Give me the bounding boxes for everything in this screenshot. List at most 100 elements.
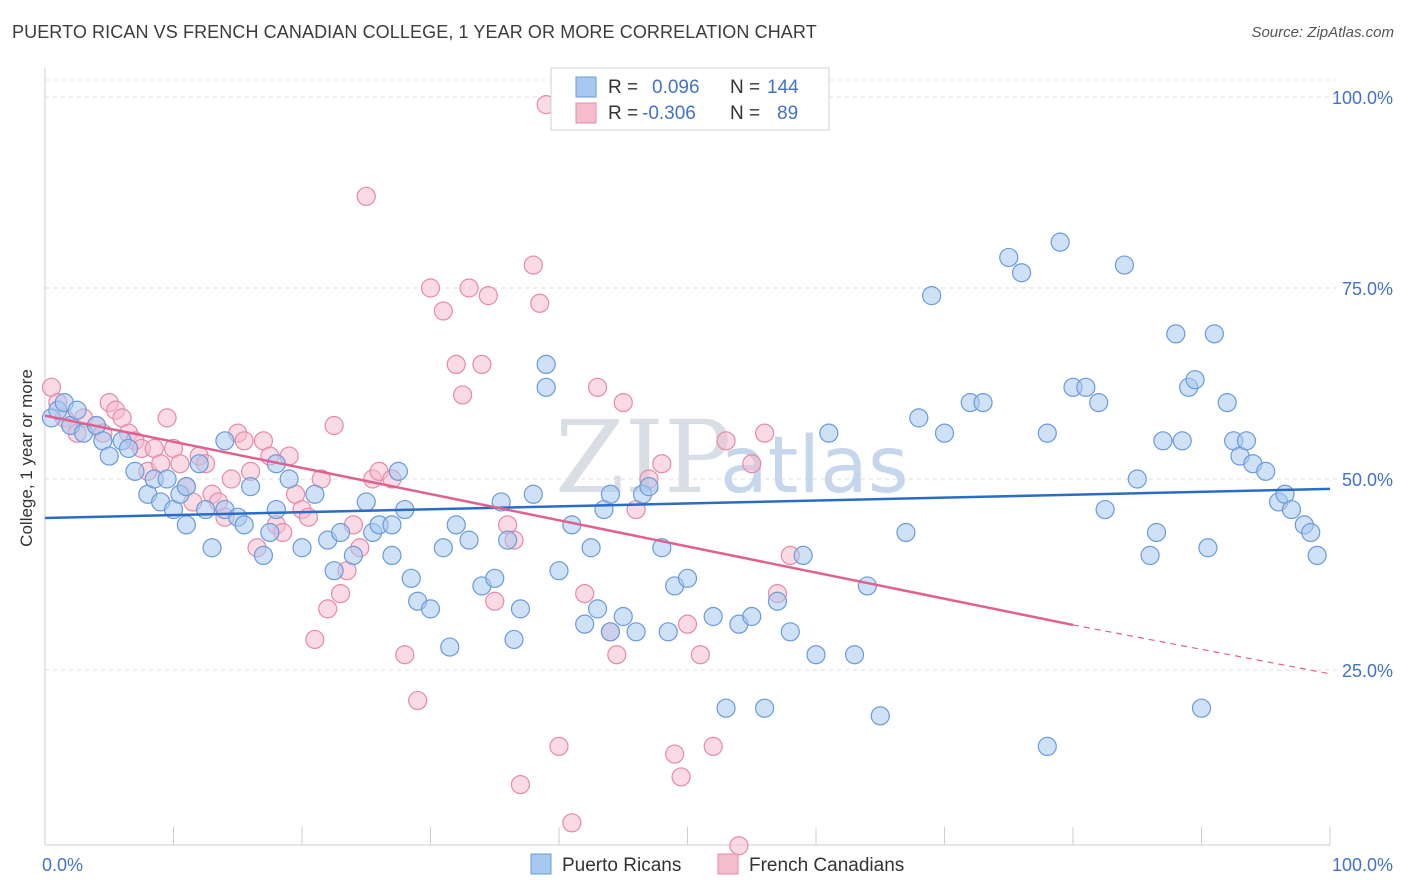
trend-puerto-ricans [44, 487, 1331, 520]
puerto-ricans-point-93 [1037, 736, 1057, 757]
french-canadians-point-78 [665, 744, 685, 764]
puerto-ricans-point-100 [1114, 255, 1135, 275]
french-canadians-point-86 [754, 423, 775, 443]
puerto-ricans-point-63 [600, 622, 621, 642]
puerto-ricans-point-95 [1050, 232, 1070, 252]
french-canadians-point-61 [485, 591, 505, 611]
french-canadians-point-73 [607, 645, 627, 665]
french-canadians-point-85 [742, 454, 762, 474]
puerto-ricans-point-26 [253, 545, 274, 566]
y-tick-labels: 100.0% 75.0% 50.0% 25.0% [1332, 88, 1393, 681]
legend-swatch-french-canadians [575, 102, 597, 124]
french-canadians-point-40 [305, 629, 325, 650]
french-canadians-point-66 [530, 293, 550, 313]
puerto-ricans-point-105 [1166, 324, 1186, 344]
trend-lines [44, 414, 1331, 675]
y-axis-label: College, 1 year or more [17, 369, 36, 547]
french-canadians-point-29 [234, 431, 254, 451]
trend-french-canadians-extrapolated [1072, 624, 1331, 675]
french-canadians-point-81 [690, 645, 710, 665]
puerto-ricans-point-40 [388, 461, 408, 481]
puerto-ricans-point-11 [125, 461, 145, 481]
puerto-ricans-point-47 [446, 515, 466, 535]
french-canadians-point-71 [587, 377, 608, 397]
legend-swatch-puerto-ricans [575, 76, 597, 98]
puerto-ricans-point-50 [485, 568, 505, 588]
puerto-ricans-point-79 [793, 545, 813, 566]
french-canadians-point-70 [575, 583, 595, 604]
puerto-ricans-point-60 [581, 538, 601, 558]
puerto-ricans-point-33 [324, 561, 344, 581]
puerto-ricans-point-44 [420, 599, 441, 619]
y-tick-label-75: 75.0% [1342, 279, 1393, 299]
puerto-ricans-point-120 [1281, 499, 1302, 520]
puerto-ricans-point-45 [433, 538, 453, 558]
x-tick-labels: 0.0% 100.0% [42, 855, 1393, 875]
puerto-ricans-point-106 [1172, 431, 1192, 451]
y-tick-label-100: 100.0% [1332, 88, 1393, 108]
puerto-ricans-point-129 [382, 515, 402, 535]
puerto-ricans-point-61 [587, 599, 608, 619]
french-canadians-point-54 [420, 278, 441, 298]
french-canadians-point-48 [356, 186, 376, 206]
puerto-ricans-point-126 [266, 499, 286, 520]
puerto-ricans-point-111 [1204, 324, 1224, 344]
bottom-legend-swatch-puerto-ricans [530, 853, 552, 875]
puerto-ricans-point-29 [279, 469, 299, 489]
puerto-ricans-point-35 [343, 545, 363, 566]
y-tick-label-25: 25.0% [1342, 661, 1393, 681]
french-canadians-point-60 [478, 286, 498, 306]
french-canadians-point-59 [472, 354, 492, 374]
puerto-ricans-point-71 [677, 568, 698, 588]
series-legend: Puerto Ricans French Canadians [530, 853, 904, 876]
french-canadians-point-44 [330, 583, 351, 604]
french-canadians-point-69 [562, 813, 582, 833]
puerto-ricans-point-8 [99, 446, 119, 466]
puerto-ricans-point-87 [922, 286, 942, 306]
puerto-ricans-point-24 [234, 515, 254, 535]
puerto-ricans-point-82 [844, 645, 865, 665]
puerto-ricans-point-76 [754, 698, 775, 718]
puerto-ricans-point-83 [857, 576, 878, 596]
french-canadians-point-42 [318, 599, 338, 619]
puerto-ricans-point-88 [934, 423, 955, 443]
puerto-ricans-point-56 [536, 354, 556, 374]
puerto-ricans-point-91 [999, 247, 1019, 268]
trend-french-canadians [44, 414, 1074, 627]
legend-r-value-1: 0.096 [652, 77, 700, 98]
puerto-ricans-point-69 [658, 622, 678, 642]
puerto-ricans-point-10 [118, 438, 139, 459]
puerto-ricans-point-65 [626, 622, 646, 642]
puerto-ricans-point-85 [896, 522, 916, 543]
puerto-ricans-point-64 [613, 606, 633, 627]
puerto-ricans-point-52 [498, 530, 518, 550]
puerto-ricans-point-94 [1037, 423, 1057, 443]
french-canadians-point-82 [703, 736, 723, 757]
puerto-ricans-point-115 [1236, 431, 1257, 451]
puerto-ricans-point-124 [600, 484, 621, 504]
french-canadians-point-65 [523, 255, 543, 275]
puerto-ricans-point-75 [742, 606, 762, 627]
puerto-ricans-point-77 [767, 591, 788, 611]
french-canadians-point-68 [549, 736, 569, 757]
french-canadians-point-56 [446, 354, 466, 374]
puerto-ricans-point-30 [292, 538, 312, 558]
axes [44, 68, 1331, 846]
french-canadians-point-74 [613, 393, 633, 413]
french-canadians-point-55 [433, 301, 453, 321]
legend-r-value-2: -0.306 [642, 103, 696, 124]
puerto-ricans-point-101 [1127, 469, 1147, 489]
source-label: Source: ZipAtlas.com [1251, 24, 1394, 41]
puerto-ricans-point-109 [1191, 698, 1212, 718]
french-canadians-point-83 [716, 431, 736, 451]
french-canadians-point-52 [395, 645, 415, 665]
puerto-ricans-point-42 [401, 568, 421, 588]
puerto-ricans-point-125 [536, 377, 556, 397]
puerto-ricans-point-19 [189, 454, 209, 474]
french-canadians-point-43 [324, 415, 344, 436]
puerto-ricans-point-122 [1301, 522, 1321, 543]
chart-title: PUERTO RICAN VS FRENCH CANADIAN COLLEGE,… [12, 22, 817, 42]
french-canadians-point-19 [170, 454, 190, 474]
french-canadians-point-80 [677, 614, 698, 634]
puerto-ricans-point-18 [176, 477, 196, 497]
